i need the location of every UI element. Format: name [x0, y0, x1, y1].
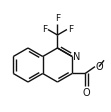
Text: F: F [68, 25, 73, 34]
Text: N: N [73, 52, 81, 61]
Text: O: O [96, 62, 104, 72]
Text: F: F [55, 14, 60, 23]
Text: F: F [42, 25, 47, 34]
Text: O: O [82, 87, 90, 98]
